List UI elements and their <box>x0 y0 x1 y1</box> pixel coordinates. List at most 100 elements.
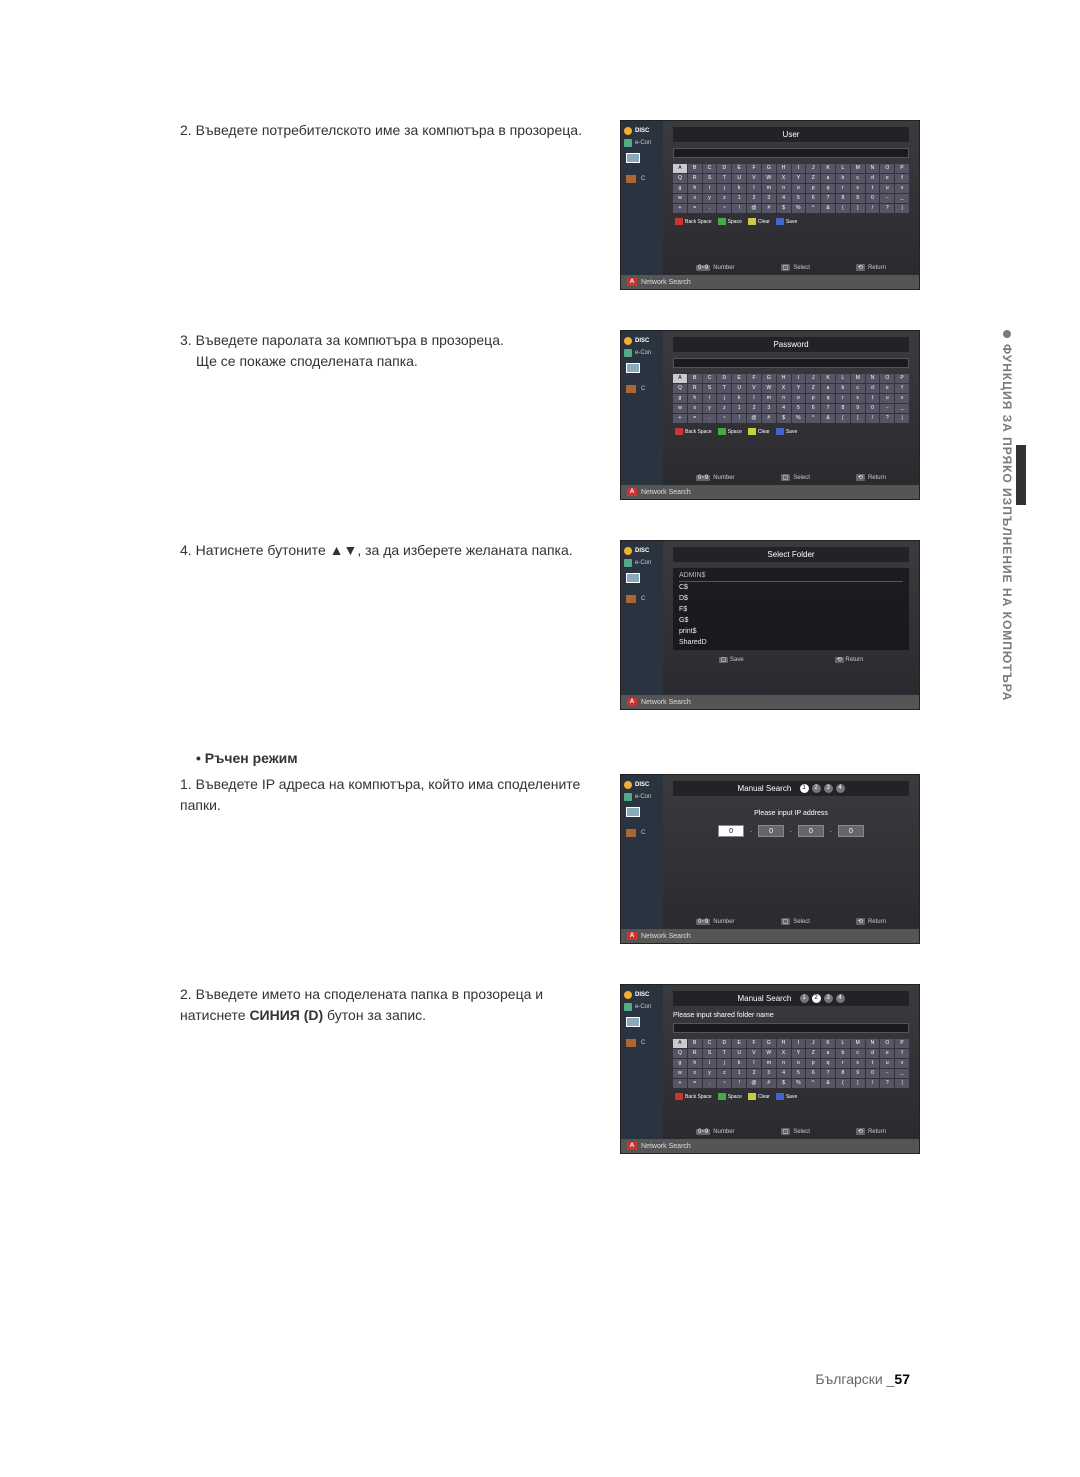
kbd-key[interactable]: 1 <box>732 194 746 203</box>
kbd-key[interactable]: . <box>703 414 717 423</box>
kbd-key[interactable]: X <box>777 174 791 183</box>
kbd-key[interactable]: ^ <box>806 414 820 423</box>
folder-row[interactable]: D$ <box>679 593 903 604</box>
kbd-key[interactable]: S <box>703 1049 717 1058</box>
kbd-key[interactable]: D <box>717 164 731 173</box>
kbd-key[interactable]: 0 <box>866 194 880 203</box>
kbd-key[interactable]: V <box>747 174 761 183</box>
kbd-key[interactable]: a <box>821 384 835 393</box>
kbd-key[interactable]: m <box>762 394 776 403</box>
kbd-key[interactable]: Z <box>806 384 820 393</box>
kbd-key[interactable]: ( <box>836 414 850 423</box>
kbd-key[interactable]: Q <box>673 384 687 393</box>
kbd-key[interactable]: q <box>821 394 835 403</box>
kbd-key[interactable]: v <box>895 394 909 403</box>
kbd-key[interactable]: e <box>880 384 894 393</box>
kbd-key[interactable]: w <box>673 404 687 413</box>
kbd-key[interactable]: D <box>717 1039 731 1048</box>
kbd-key[interactable]: 2 <box>747 1069 761 1078</box>
kbd-key[interactable]: | <box>895 1079 909 1088</box>
kbd-key[interactable]: N <box>866 164 880 173</box>
kbd-key[interactable]: A <box>673 1039 687 1048</box>
kbd-key[interactable]: W <box>762 1049 776 1058</box>
kbd-key[interactable]: 1 <box>732 1069 746 1078</box>
kbd-key[interactable]: R <box>688 384 702 393</box>
kbd-key[interactable]: 8 <box>836 1069 850 1078</box>
kbd-key[interactable]: T <box>717 174 731 183</box>
kbd-key[interactable]: u <box>880 184 894 193</box>
kbd-key[interactable]: t <box>866 1059 880 1068</box>
kbd-key[interactable]: 9 <box>851 1069 865 1078</box>
kbd-key[interactable]: $ <box>777 1079 791 1088</box>
kbd-key[interactable]: g <box>673 184 687 193</box>
ss-input[interactable] <box>673 358 909 368</box>
kbd-key[interactable]: − <box>880 1069 894 1078</box>
kbd-key[interactable]: / <box>866 1079 880 1088</box>
kbd-key[interactable]: O <box>880 1039 894 1048</box>
kbd-key[interactable]: U <box>732 174 746 183</box>
kbd-key[interactable]: u <box>880 394 894 403</box>
kbd-key[interactable]: C <box>703 1039 717 1048</box>
kbd-key[interactable]: m <box>762 184 776 193</box>
kbd-key[interactable]: K <box>821 164 835 173</box>
kbd-key[interactable]: o <box>792 184 806 193</box>
kbd-key[interactable]: & <box>821 1079 835 1088</box>
kbd-key[interactable]: 9 <box>851 404 865 413</box>
kbd-key[interactable]: 6 <box>806 404 820 413</box>
kbd-key[interactable]: F <box>747 164 761 173</box>
kbd-key[interactable]: D <box>717 374 731 383</box>
kctrl-back[interactable]: Back Space <box>685 429 712 435</box>
kbd-key[interactable]: H <box>777 164 791 173</box>
kbd-key[interactable]: i <box>703 1059 717 1068</box>
kbd-key[interactable]: M <box>851 164 865 173</box>
kbd-key[interactable]: L <box>836 374 850 383</box>
kbd-key[interactable]: 4 <box>777 1069 791 1078</box>
kbd-key[interactable]: ~ <box>717 414 731 423</box>
kbd-key[interactable]: z <box>717 1069 731 1078</box>
kbd-key[interactable]: g <box>673 394 687 403</box>
kbd-key[interactable]: l <box>747 184 761 193</box>
kbd-key[interactable]: ~ <box>717 1079 731 1088</box>
kbd-key[interactable]: l <box>747 1059 761 1068</box>
folder-row[interactable]: F$ <box>679 604 903 615</box>
ss-input[interactable] <box>673 148 909 158</box>
kbd-key[interactable]: 2 <box>747 404 761 413</box>
kbd-key[interactable]: f <box>895 384 909 393</box>
kctrl-space[interactable]: Space <box>728 219 742 225</box>
kbd-key[interactable]: t <box>866 184 880 193</box>
kbd-key[interactable]: 9 <box>851 194 865 203</box>
kbd-key[interactable]: ) <box>851 204 865 213</box>
kbd-key[interactable]: ) <box>851 1079 865 1088</box>
kbd-key[interactable]: ( <box>836 1079 850 1088</box>
kbd-key[interactable]: n <box>777 184 791 193</box>
kbd-key[interactable]: # <box>762 204 776 213</box>
kbd-key[interactable]: y <box>703 1069 717 1078</box>
kbd-key[interactable]: g <box>673 1059 687 1068</box>
kbd-key[interactable]: | <box>895 414 909 423</box>
kbd-key[interactable]: N <box>866 1039 880 1048</box>
kbd-key[interactable]: c <box>851 384 865 393</box>
kbd-key[interactable]: I <box>792 1039 806 1048</box>
kbd-key[interactable]: f <box>895 174 909 183</box>
kbd-key[interactable]: G <box>762 164 776 173</box>
kbd-key[interactable]: B <box>688 164 702 173</box>
kbd-key[interactable]: x <box>688 1069 702 1078</box>
kbd-key[interactable]: r <box>836 184 850 193</box>
kbd-key[interactable]: V <box>747 1049 761 1058</box>
kbd-key[interactable]: h <box>688 184 702 193</box>
kbd-key[interactable]: _ <box>895 1069 909 1078</box>
kbd-key[interactable]: r <box>836 1059 850 1068</box>
kbd-key[interactable]: v <box>895 184 909 193</box>
kbd-key[interactable]: % <box>792 204 806 213</box>
kbd-key[interactable]: 4 <box>777 404 791 413</box>
kbd-key[interactable]: S <box>703 174 717 183</box>
kbd-key[interactable]: 8 <box>836 404 850 413</box>
kbd-key[interactable]: − <box>880 194 894 203</box>
kbd-key[interactable]: ) <box>851 414 865 423</box>
kbd-key[interactable]: ( <box>836 204 850 213</box>
kbd-key[interactable]: @ <box>747 414 761 423</box>
kbd-key[interactable]: 5 <box>792 404 806 413</box>
kbd-key[interactable]: 2 <box>747 194 761 203</box>
kbd-key[interactable]: p <box>806 394 820 403</box>
kbd-key[interactable]: O <box>880 164 894 173</box>
